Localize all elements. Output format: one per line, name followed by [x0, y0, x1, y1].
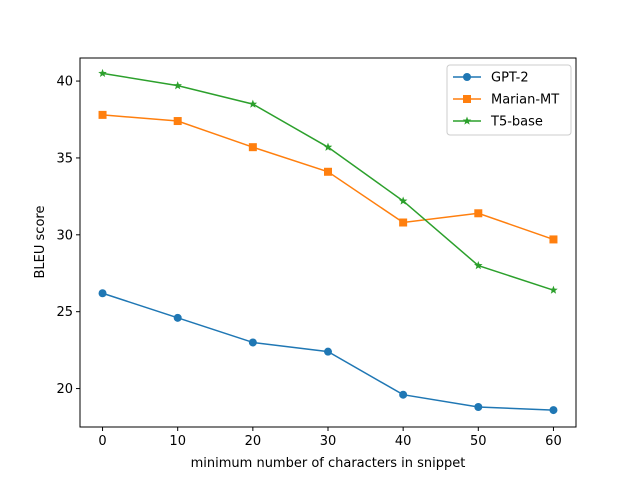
- data-point-marian-mt: [324, 167, 332, 176]
- data-point-marian-mt: [399, 218, 408, 227]
- data-point-gpt-2: [98, 289, 107, 298]
- legend-marker: [463, 95, 471, 103]
- legend: GPT-2 Marian-MT T5-base: [446, 64, 572, 136]
- data-point-t5-base: [248, 99, 258, 108]
- data-point-marian-mt: [173, 117, 182, 126]
- x-tick-label: 10: [169, 434, 186, 449]
- legend-label: T5-base: [490, 115, 543, 130]
- legend-label: GPT-2: [491, 71, 529, 86]
- x-tick-label: 20: [245, 434, 262, 449]
- data-point-t5-base: [98, 68, 107, 78]
- data-point-gpt-2: [399, 390, 408, 399]
- legend-label: Marian-MT: [491, 93, 559, 108]
- y-tick-label: 40: [56, 75, 73, 90]
- legend-box: [446, 64, 572, 136]
- plot-area: [98, 68, 558, 415]
- data-point-t5-base: [549, 285, 558, 294]
- y-tick-label: 25: [56, 305, 73, 320]
- data-point-t5-base: [323, 142, 333, 151]
- data-point-gpt-2: [248, 338, 257, 347]
- x-tick-label: 40: [395, 434, 412, 449]
- legend-marker: [462, 116, 472, 125]
- x-axis-label: minimum number of characters in snippet: [191, 456, 466, 471]
- y-tick-label: 20: [56, 382, 73, 397]
- legend-item-gpt-2: GPT-2: [453, 71, 529, 86]
- series-t5-base: [98, 68, 558, 294]
- y-tick-label: 30: [56, 228, 73, 243]
- legend-marker: [463, 73, 471, 81]
- y-axis: 20 25 30 35 40: [56, 75, 80, 397]
- data-point-gpt-2: [549, 406, 558, 415]
- x-tick-label: 60: [545, 434, 562, 449]
- data-point-marian-mt: [549, 235, 558, 244]
- x-tick-label: 0: [98, 434, 106, 449]
- data-point-marian-mt: [248, 143, 257, 152]
- x-axis: 0 10 20 30 40 50 60: [98, 427, 562, 449]
- y-tick-label: 35: [56, 151, 73, 166]
- series-marian-mt: [98, 110, 558, 244]
- legend-item-t5-base: T5-base: [453, 115, 543, 130]
- legend-item-marian-mt: Marian-MT: [453, 93, 559, 108]
- data-point-t5-base: [398, 196, 408, 205]
- x-tick-label: 50: [470, 434, 487, 449]
- series-gpt-2: [98, 289, 558, 415]
- data-point-t5-base: [474, 261, 483, 270]
- data-point-marian-mt: [98, 110, 107, 119]
- data-point-marian-mt: [474, 209, 483, 218]
- x-tick-label: 30: [320, 434, 337, 449]
- data-point-gpt-2: [474, 403, 483, 412]
- data-point-t5-base: [173, 81, 182, 90]
- data-point-gpt-2: [324, 347, 332, 356]
- y-axis-label: BLEU score: [33, 206, 48, 279]
- data-point-gpt-2: [173, 313, 182, 322]
